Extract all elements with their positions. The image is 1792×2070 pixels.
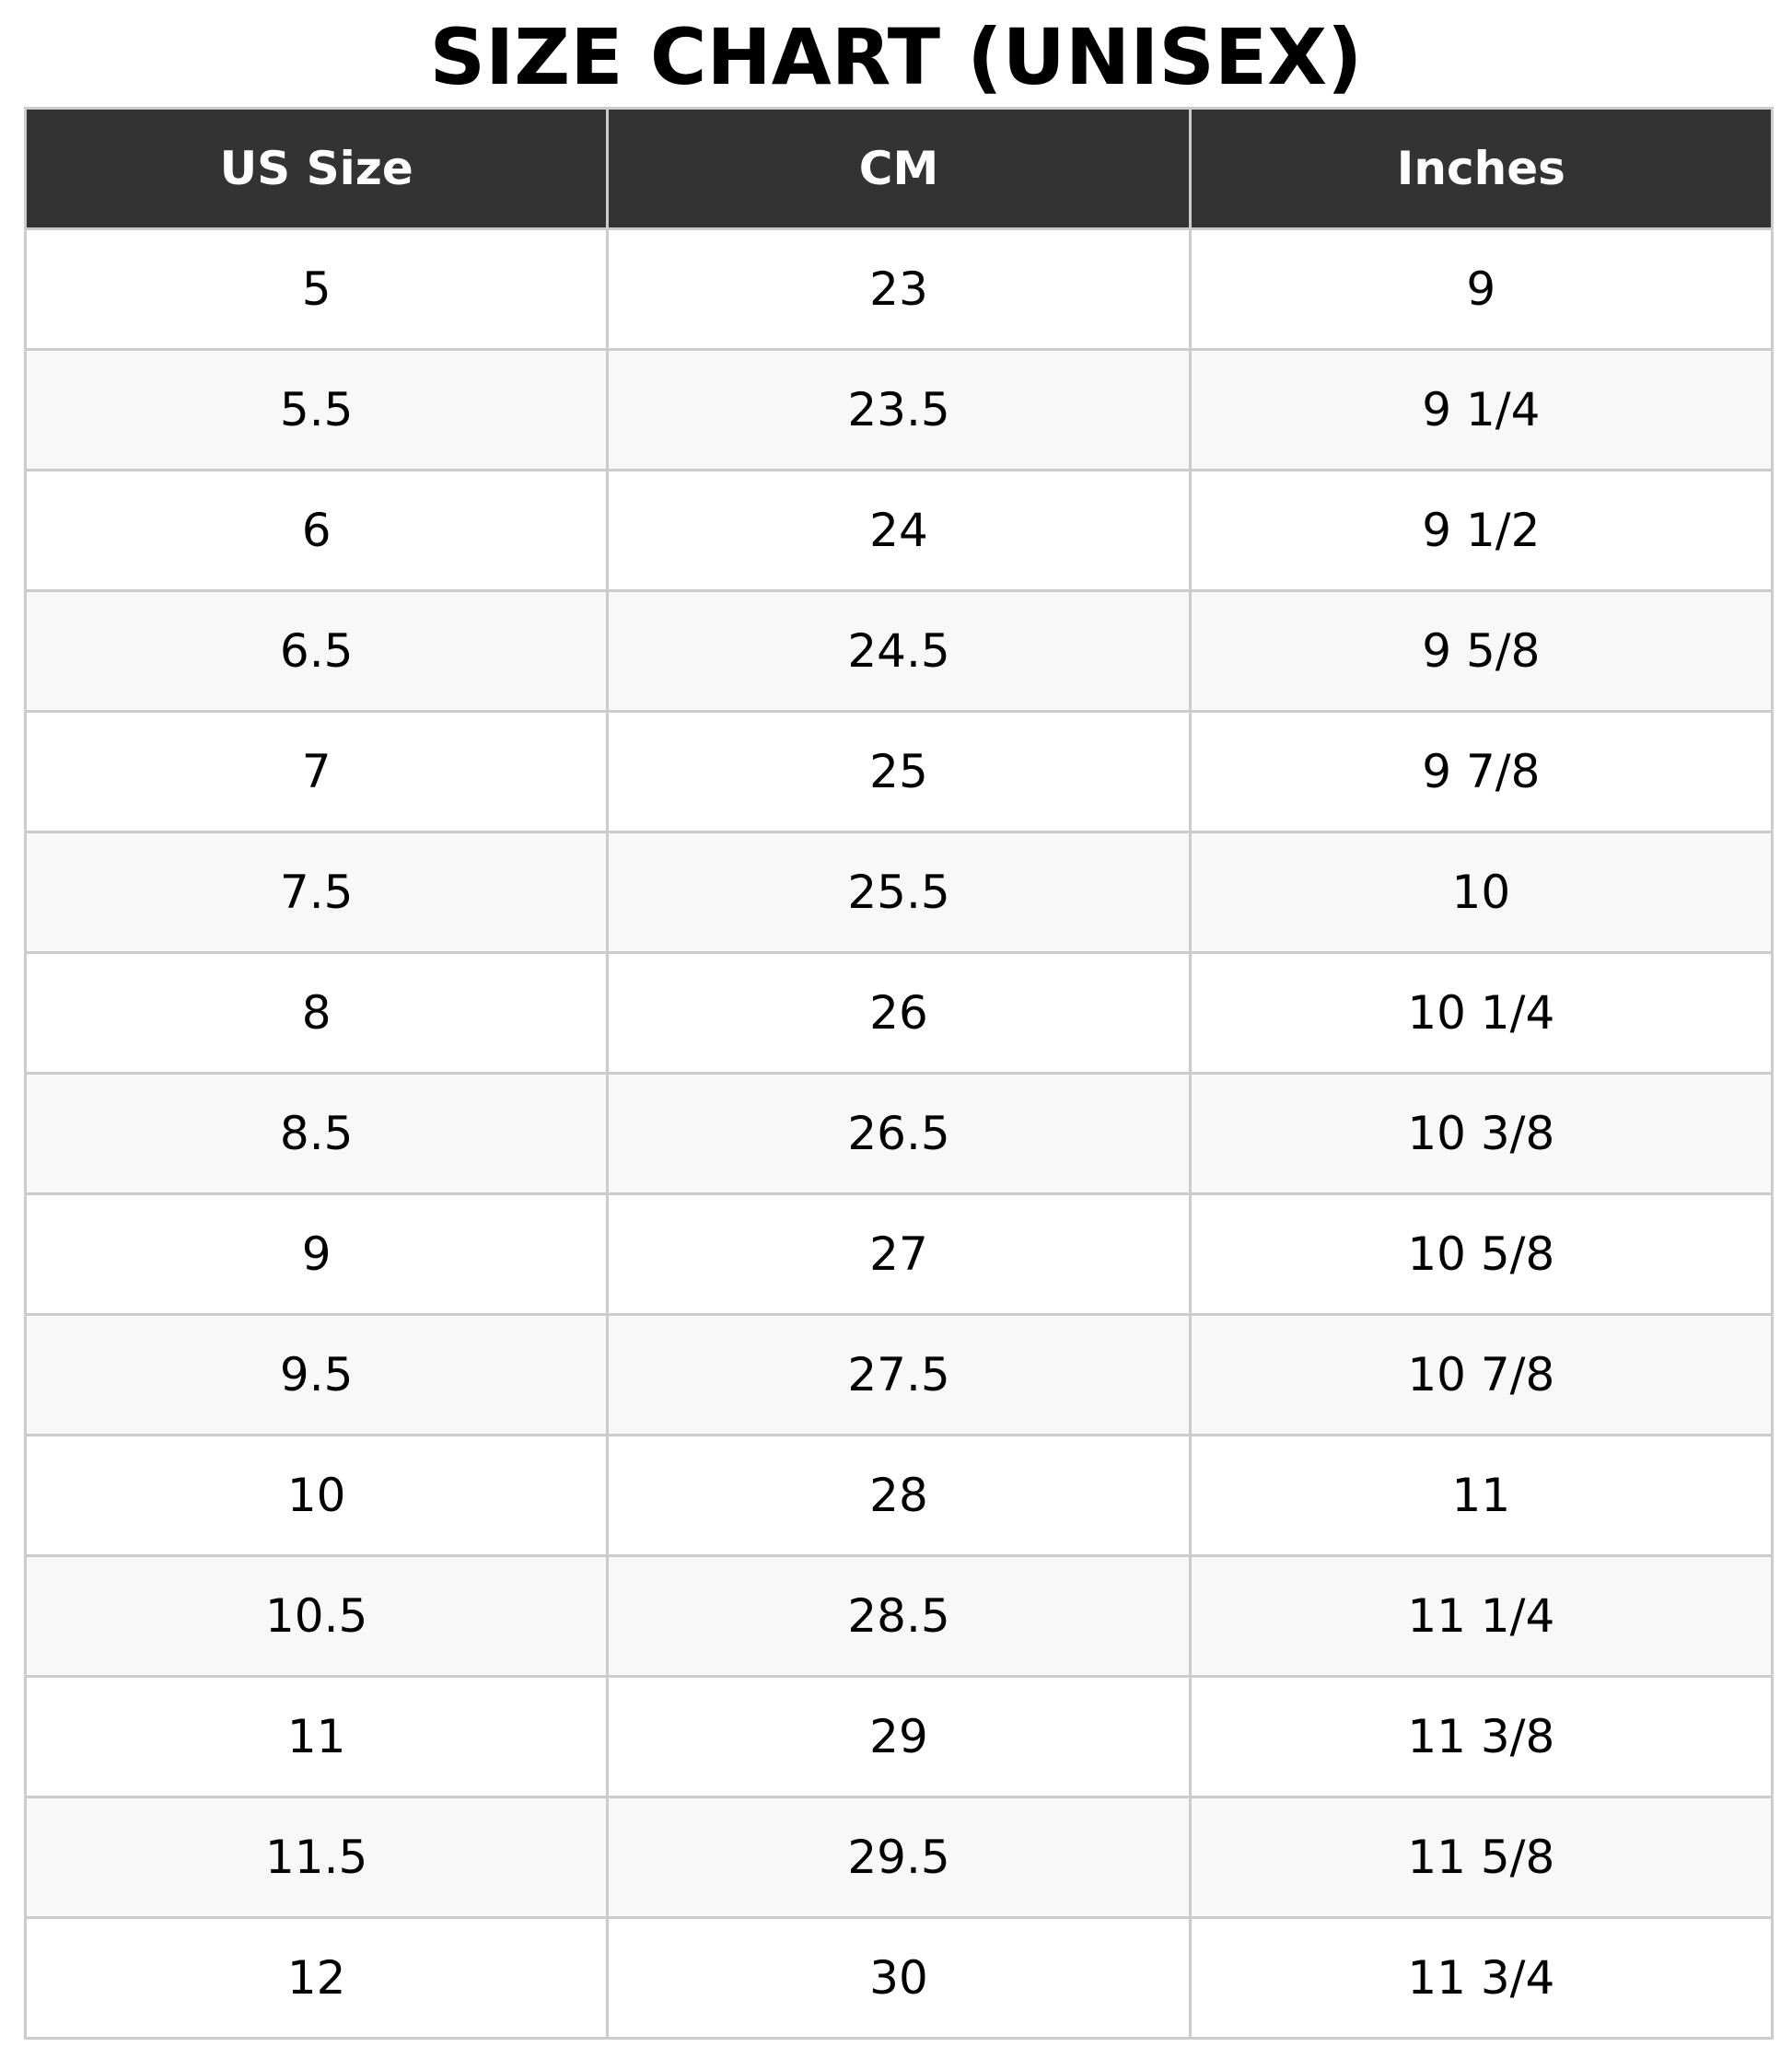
us-size-cell: 10 — [23, 1434, 610, 1557]
cm-cell: 30 — [606, 1916, 1192, 2040]
inches-cell: 9 5/8 — [1188, 589, 1775, 713]
us-size-cell: 11 — [23, 1675, 610, 1798]
cm-cell: 26.5 — [606, 1072, 1192, 1195]
cm-cell: 26 — [606, 951, 1192, 1075]
us-size-cell: 5.5 — [23, 348, 610, 471]
us-size-cell: 7 — [23, 710, 610, 833]
cm-cell: 28.5 — [606, 1554, 1192, 1678]
us-size-cell: 6.5 — [23, 589, 610, 713]
cm-cell: 25.5 — [606, 831, 1192, 954]
table-row: 6 24 9 1/2 — [23, 469, 1775, 592]
us-size-cell: 12 — [23, 1916, 610, 2040]
table-header-row: US Size CM Inches — [23, 107, 1775, 230]
us-size-cell: 8 — [23, 951, 610, 1075]
cm-cell: 23.5 — [606, 348, 1192, 471]
table-row: 9.5 27.5 10 7/8 — [23, 1313, 1775, 1436]
table-row: 11 29 11 3/8 — [23, 1675, 1775, 1798]
table-row: 10.5 28.5 11 1/4 — [23, 1554, 1775, 1678]
cm-cell: 29.5 — [606, 1796, 1192, 1919]
inches-cell: 10 3/8 — [1188, 1072, 1775, 1195]
cm-cell: 27.5 — [606, 1313, 1192, 1436]
table-row: 5.5 23.5 9 1/4 — [23, 348, 1775, 471]
cm-cell: 25 — [606, 710, 1192, 833]
table-row: 10 28 11 — [23, 1434, 1775, 1557]
table-body: 5 23 9 5.5 23.5 9 1/4 6 24 9 1/2 6.5 24.5 9 5/8 7 25 9… — [23, 227, 1775, 2040]
table-row: 12 30 11 3/4 — [23, 1916, 1775, 2040]
inches-cell: 11 3/4 — [1188, 1916, 1775, 2040]
us-size-cell: 8.5 — [23, 1072, 610, 1195]
column-header-cm: CM — [606, 107, 1192, 230]
us-size-cell: 6 — [23, 469, 610, 592]
us-size-cell: 9 — [23, 1192, 610, 1316]
inches-cell: 11 1/4 — [1188, 1554, 1775, 1678]
inches-cell: 11 3/8 — [1188, 1675, 1775, 1798]
inches-cell: 9 7/8 — [1188, 710, 1775, 833]
table-row: 7.5 25.5 10 — [23, 831, 1775, 954]
cm-cell: 28 — [606, 1434, 1192, 1557]
inches-cell: 11 — [1188, 1434, 1775, 1557]
cm-cell: 24.5 — [606, 589, 1192, 713]
inches-cell: 10 7/8 — [1188, 1313, 1775, 1436]
cm-cell: 27 — [606, 1192, 1192, 1316]
size-chart-table: US Size CM Inches 5 23 9 5.5 23.5 9 1/4 6 24 9 1… — [23, 107, 1775, 2040]
table-row: 7 25 9 7/8 — [23, 710, 1775, 833]
column-header-us-size: US Size — [23, 107, 610, 230]
inches-cell: 9 1/4 — [1188, 348, 1775, 471]
inches-cell: 10 5/8 — [1188, 1192, 1775, 1316]
table-row: 5 23 9 — [23, 227, 1775, 351]
us-size-cell: 9.5 — [23, 1313, 610, 1436]
us-size-cell: 10.5 — [23, 1554, 610, 1678]
us-size-cell: 5 — [23, 227, 610, 351]
inches-cell: 10 1/4 — [1188, 951, 1775, 1075]
table-row: 8 26 10 1/4 — [23, 951, 1775, 1075]
inches-cell: 10 — [1188, 831, 1775, 954]
column-header-inches: Inches — [1188, 107, 1775, 230]
cm-cell: 29 — [606, 1675, 1192, 1798]
page-title: SIZE CHART (UNISEX) — [429, 12, 1363, 102]
table-row: 11.5 29.5 11 5/8 — [23, 1796, 1775, 1919]
table-row: 6.5 24.5 9 5/8 — [23, 589, 1775, 713]
cm-cell: 24 — [606, 469, 1192, 592]
table-row: 8.5 26.5 10 3/8 — [23, 1072, 1775, 1195]
us-size-cell: 7.5 — [23, 831, 610, 954]
inches-cell: 11 5/8 — [1188, 1796, 1775, 1919]
inches-cell: 9 — [1188, 227, 1775, 351]
table-row: 9 27 10 5/8 — [23, 1192, 1775, 1316]
us-size-cell: 11.5 — [23, 1796, 610, 1919]
cm-cell: 23 — [606, 227, 1192, 351]
inches-cell: 9 1/2 — [1188, 469, 1775, 592]
